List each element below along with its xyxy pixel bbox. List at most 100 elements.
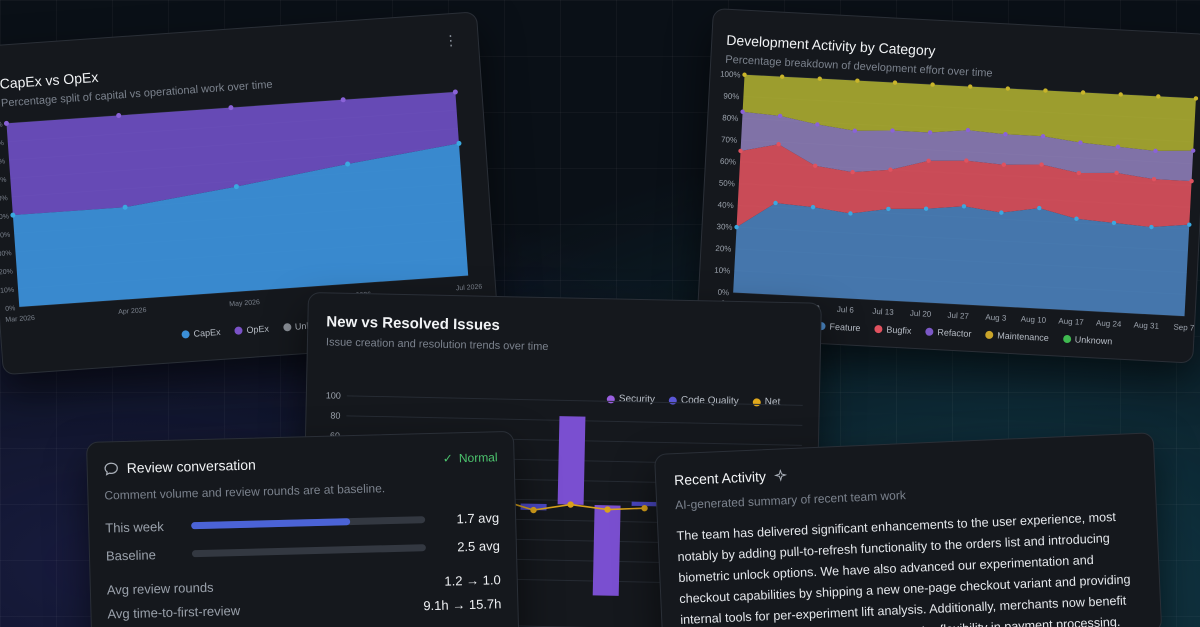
y-tick-label: 60% xyxy=(0,195,8,203)
feature-area xyxy=(733,202,1190,317)
x-tick-label: Sep 7 xyxy=(1173,323,1195,333)
review-subtitle: Comment volume and review rounds are at … xyxy=(104,481,386,503)
devact-legend-label: Refactor xyxy=(937,327,972,339)
capex-point xyxy=(122,204,128,210)
x-tick-label: Apr 2026 xyxy=(118,307,147,316)
feature-point xyxy=(1187,222,1192,227)
y-tick-label: 100 xyxy=(326,390,341,400)
bugfix-point xyxy=(964,158,969,163)
baseline-bar xyxy=(191,544,426,558)
review-title: Review conversation xyxy=(126,456,257,476)
y-tick-label: 80 xyxy=(330,410,340,420)
refactor-point xyxy=(777,113,783,119)
baseline-row: Baseline 2.5 avg xyxy=(106,538,500,563)
y-tick-label: 80% xyxy=(722,113,738,123)
bugfix-point xyxy=(888,167,893,172)
y-tick-label: 40% xyxy=(0,232,11,240)
y-tick-label: 0% xyxy=(717,288,729,298)
review-rounds-value: 1.2 → 1.0 xyxy=(444,572,501,589)
feature-point xyxy=(734,224,739,230)
devact-legend-swatch xyxy=(1062,334,1071,344)
capex-point xyxy=(10,212,16,218)
opex-point xyxy=(228,105,234,111)
net-point xyxy=(530,506,537,514)
bugfix-point xyxy=(850,169,855,175)
maintenance-point xyxy=(968,84,973,89)
bugfix-point xyxy=(1076,170,1082,176)
refactor-point xyxy=(1040,134,1046,139)
y-tick-label: 100% xyxy=(720,69,741,79)
review-rounds-label: Avg review rounds xyxy=(106,579,214,598)
security-bar xyxy=(557,416,586,505)
sparkle-icon xyxy=(773,468,787,482)
capex-area xyxy=(12,143,469,307)
ttfr-label: Avg time-to-first-review xyxy=(107,603,241,622)
y-tick-label: 50% xyxy=(719,179,735,189)
review-conversation-card: Review conversation ✓ Normal Comment vol… xyxy=(86,430,520,627)
security-bar xyxy=(592,505,621,596)
ttfr-value: 9.1h → 15.7h xyxy=(423,596,502,614)
y-tick-label: 10% xyxy=(714,266,730,276)
code-quality-bar xyxy=(631,501,658,507)
y-tick-label: 90% xyxy=(0,140,4,148)
x-tick-label: Jul 13 xyxy=(872,307,894,317)
opex-point xyxy=(116,112,122,118)
maintenance-point xyxy=(1118,92,1123,97)
refactor-point xyxy=(1115,144,1121,149)
maintenance-point xyxy=(1043,88,1048,93)
feature-point xyxy=(1111,220,1117,226)
refactor-point xyxy=(1153,148,1158,154)
devact-chart: 100%90%80%70%60%50%40%30%20%10%0%Jun 15J… xyxy=(714,69,1199,333)
bugfix-point xyxy=(776,142,781,147)
bugfix-point xyxy=(926,158,931,163)
maintenance-point xyxy=(855,78,860,83)
refactor-point xyxy=(852,128,857,133)
feature-point xyxy=(1074,216,1079,221)
net-point xyxy=(641,504,648,512)
maintenance-point xyxy=(779,74,785,79)
x-tick-label: Mar 2026 xyxy=(5,315,35,324)
feature-point xyxy=(999,210,1004,215)
refactor-point xyxy=(740,109,745,114)
feature-point xyxy=(1149,224,1154,230)
capex-point xyxy=(456,140,462,146)
capex-legend-label: CapEx xyxy=(193,326,221,339)
bugfix-point xyxy=(1114,170,1119,176)
baseline-value: 2.5 avg xyxy=(457,538,501,555)
devact-legend-swatch xyxy=(925,327,934,336)
grid-line xyxy=(346,395,803,406)
status-badge: ✓ Normal xyxy=(443,450,498,465)
refactor-point xyxy=(815,122,820,127)
capex-opex-card: CapEx vs OpEx Percentage split of capita… xyxy=(0,11,500,376)
activity-subtitle: AI-generated summary of recent team work xyxy=(674,488,907,513)
devact-legend-label: Bugfix xyxy=(886,324,912,336)
y-tick-label: 100% xyxy=(0,122,3,130)
x-tick-label: Jul 27 xyxy=(947,311,969,321)
maintenance-point xyxy=(817,76,822,81)
refactor-point xyxy=(1190,148,1196,153)
feature-point xyxy=(848,211,853,216)
capex-legend-swatch xyxy=(234,326,243,335)
capex-point xyxy=(345,161,351,167)
devact-legend-swatch xyxy=(874,324,883,334)
y-tick-label: 0% xyxy=(5,305,16,313)
feature-point xyxy=(961,204,967,209)
devact-legend-item[interactable]: Bugfix xyxy=(874,324,912,336)
x-tick-label: Aug 3 xyxy=(985,313,1007,323)
y-tick-label: 40% xyxy=(717,200,733,210)
refactor-area xyxy=(740,111,1194,182)
y-tick-label: 20% xyxy=(0,268,13,276)
check-icon: ✓ xyxy=(442,451,454,466)
bugfix-point xyxy=(813,163,818,168)
refactor-point xyxy=(890,128,895,133)
x-tick-label: Jul 20 xyxy=(910,309,932,319)
net-point xyxy=(567,501,574,508)
recent-activity-card: Recent Activity AI-generated summary of … xyxy=(654,432,1163,627)
refactor-point xyxy=(927,130,933,135)
x-tick-label: Jul 6 xyxy=(837,305,855,315)
y-tick-label: 20% xyxy=(715,244,731,254)
activity-summary: The team has delivered significant enhan… xyxy=(676,509,1131,627)
x-tick-label: May 2026 xyxy=(229,299,260,308)
maintenance-point xyxy=(1005,86,1011,91)
maintenance-point xyxy=(1156,94,1161,99)
